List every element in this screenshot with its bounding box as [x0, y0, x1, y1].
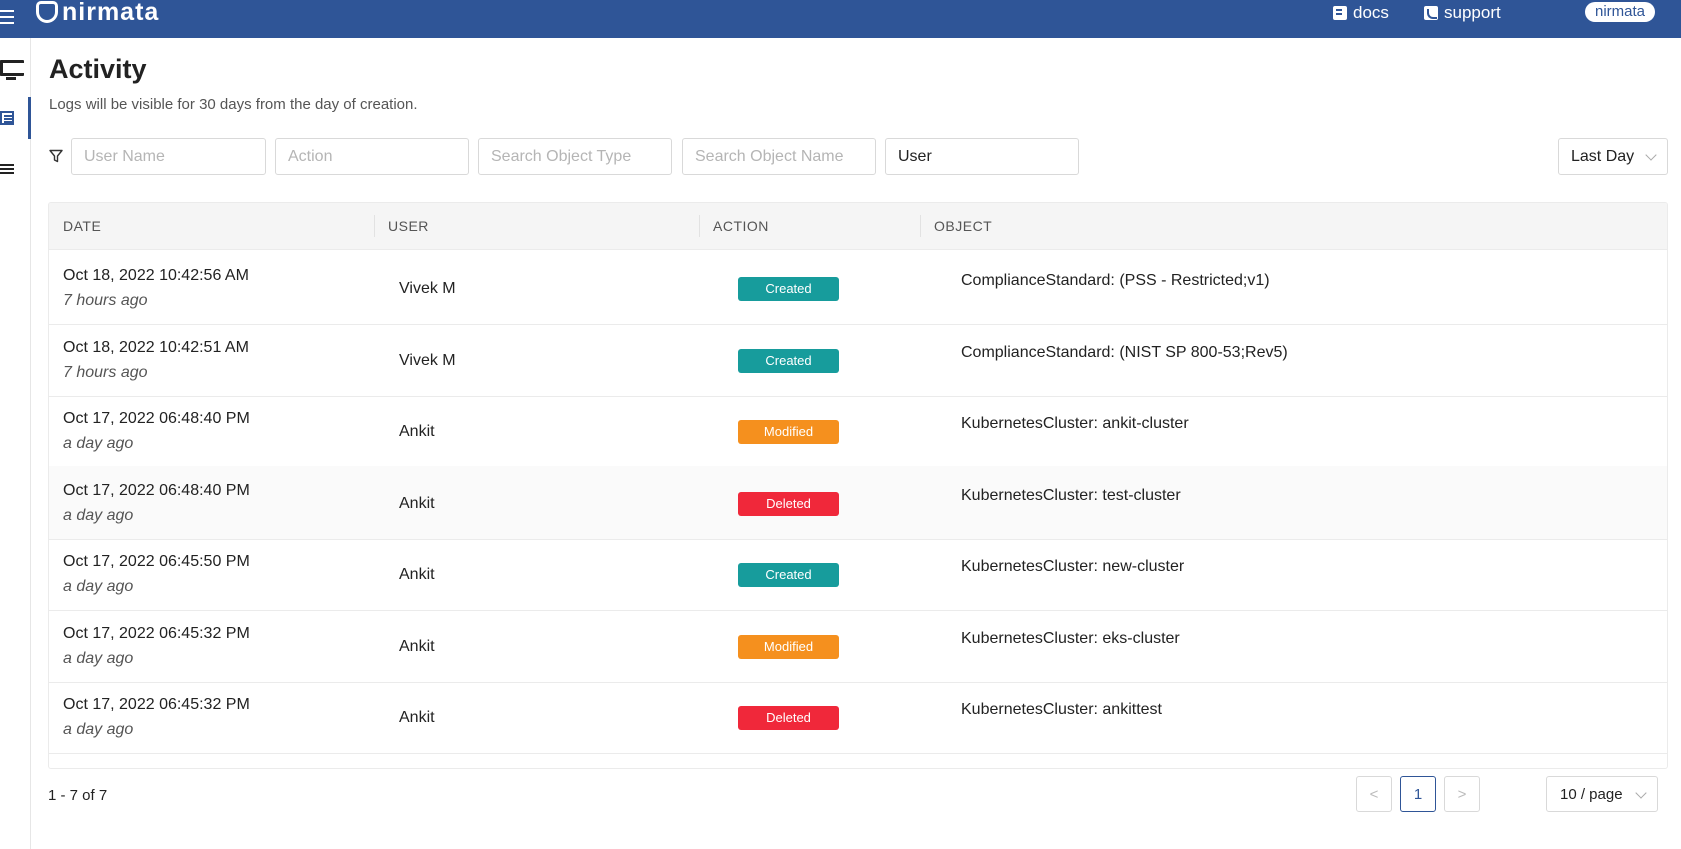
row-user: Ankit	[399, 709, 435, 726]
row-object: KubernetesCluster: test-cluster	[961, 486, 1181, 504]
row-object: KubernetesCluster: eks-cluster	[961, 629, 1180, 647]
action-badge: Modified	[738, 420, 839, 444]
range-summary: 1 - 7 of 7	[48, 787, 108, 804]
row-user: Ankit	[399, 494, 435, 512]
hamburger-icon[interactable]	[0, 10, 14, 24]
logo-mark-icon	[36, 1, 58, 23]
filter-icon[interactable]	[49, 149, 63, 163]
row-date: Oct 18, 2022 10:42:56 AM	[63, 267, 249, 284]
top-bar: nirmata docs support nirmata	[0, 0, 1681, 38]
action-input[interactable]	[275, 138, 469, 175]
time-range-value: Last Day	[1571, 147, 1635, 165]
column-header-date[interactable]: DATE	[63, 218, 102, 234]
row-date: Oct 17, 2022 06:45:50 PM	[63, 553, 250, 570]
activity-table: DATE USER ACTION OBJECT Oct 18, 2022 10:…	[48, 202, 1668, 769]
column-header-user[interactable]: USER	[388, 218, 429, 234]
monitor-icon	[0, 60, 24, 82]
row-relative-time: a day ago	[63, 506, 134, 524]
sidebar-item-activity[interactable]	[0, 97, 31, 139]
row-object: KubernetesCluster: new-cluster	[961, 558, 1185, 575]
page-size-select[interactable]: 10 / page	[1546, 776, 1658, 812]
phone-icon	[1424, 6, 1438, 20]
brand-name: nirmata	[62, 0, 160, 26]
table-row[interactable]: Oct 18, 2022 10:42:51 AM 7 hours ago Vivek…	[49, 323, 1667, 397]
row-relative-time: a day ago	[63, 578, 134, 595]
next-page-button[interactable]: >	[1444, 776, 1480, 812]
column-divider	[374, 215, 375, 237]
action-badge: Deleted	[738, 706, 839, 730]
table-row[interactable]: Oct 17, 2022 06:45:32 PM a day ago Ankit De…	[49, 680, 1667, 754]
row-relative-time: a day ago	[63, 435, 134, 452]
row-object: ComplianceStandard: (PSS - Restricted;v1…	[961, 272, 1270, 289]
column-divider	[699, 215, 700, 237]
row-date: Oct 17, 2022 06:45:32 PM	[63, 696, 250, 713]
list-icon	[0, 111, 14, 125]
docs-label: docs	[1353, 3, 1389, 22]
action-badge: Created	[738, 277, 839, 301]
support-label: support	[1444, 3, 1501, 22]
row-user: Vivek M	[399, 351, 456, 369]
row-date: Oct 18, 2022 10:42:51 AM	[63, 338, 249, 356]
row-relative-time: 7 hours ago	[63, 292, 148, 309]
row-object: ComplianceStandard: (NIST SP 800-53;Rev5…	[961, 343, 1288, 361]
row-user: Ankit	[399, 423, 435, 440]
action-badge: Deleted	[738, 491, 839, 516]
table-row[interactable]: Oct 17, 2022 06:45:50 PM a day ago Ankit Cr…	[49, 537, 1667, 611]
action-badge: Modified	[738, 634, 839, 659]
row-date: Oct 17, 2022 06:48:40 PM	[63, 481, 250, 499]
column-header-object[interactable]: OBJECT	[934, 218, 993, 234]
time-range-select[interactable]: Last Day	[1558, 138, 1668, 175]
table-row[interactable]: Oct 18, 2022 10:42:56 AM 7 hours ago Vivek…	[49, 251, 1667, 325]
scope-input[interactable]	[885, 138, 1079, 175]
page-subtitle: Logs will be visible for 30 days from th…	[49, 96, 418, 113]
support-link[interactable]: support	[1424, 2, 1501, 24]
action-badge: Created	[738, 348, 839, 373]
user-menu-button[interactable]: nirmata	[1585, 2, 1655, 22]
row-date: Oct 17, 2022 06:45:32 PM	[63, 624, 250, 642]
brand-logo[interactable]: nirmata	[36, 0, 160, 26]
column-header-action[interactable]: ACTION	[713, 218, 769, 234]
docs-link[interactable]: docs	[1333, 2, 1389, 24]
action-badge: Created	[738, 563, 839, 587]
table-row[interactable]: Oct 17, 2022 06:45:32 PM a day ago Ankit Mo…	[49, 609, 1667, 683]
chevron-down-icon	[1645, 149, 1657, 161]
row-date: Oct 17, 2022 06:48:40 PM	[63, 410, 250, 427]
column-divider	[920, 215, 921, 237]
row-user: Vivek M	[399, 280, 456, 297]
user-name-input[interactable]	[71, 138, 266, 175]
row-relative-time: 7 hours ago	[63, 363, 148, 381]
book-icon	[1333, 6, 1347, 20]
object-name-input[interactable]	[682, 138, 876, 175]
table-row[interactable]: Oct 17, 2022 06:48:40 PM a day ago Ankit De…	[49, 465, 1667, 540]
table-row[interactable]: Oct 17, 2022 06:48:40 PM a day ago Ankit Mo…	[49, 394, 1667, 468]
row-user: Ankit	[399, 637, 435, 655]
row-relative-time: a day ago	[63, 649, 134, 667]
sidebar	[0, 38, 31, 849]
rows-icon	[0, 164, 14, 176]
row-relative-time: a day ago	[63, 721, 134, 738]
sidebar-item-monitor[interactable]	[0, 50, 31, 92]
prev-page-button[interactable]: <	[1356, 776, 1392, 812]
row-user: Ankit	[399, 566, 435, 583]
row-object: KubernetesCluster: ankit-cluster	[961, 415, 1189, 432]
object-type-input[interactable]	[478, 138, 672, 175]
page-1-button[interactable]: 1	[1400, 776, 1436, 812]
page-size-value: 10 / page	[1560, 785, 1623, 803]
chevron-down-icon	[1635, 787, 1647, 799]
page-title: Activity	[49, 54, 147, 84]
sidebar-item-rows[interactable]	[0, 149, 31, 191]
table-header: DATE USER ACTION OBJECT	[49, 203, 1667, 250]
row-object: KubernetesCluster: ankittest	[961, 701, 1162, 718]
